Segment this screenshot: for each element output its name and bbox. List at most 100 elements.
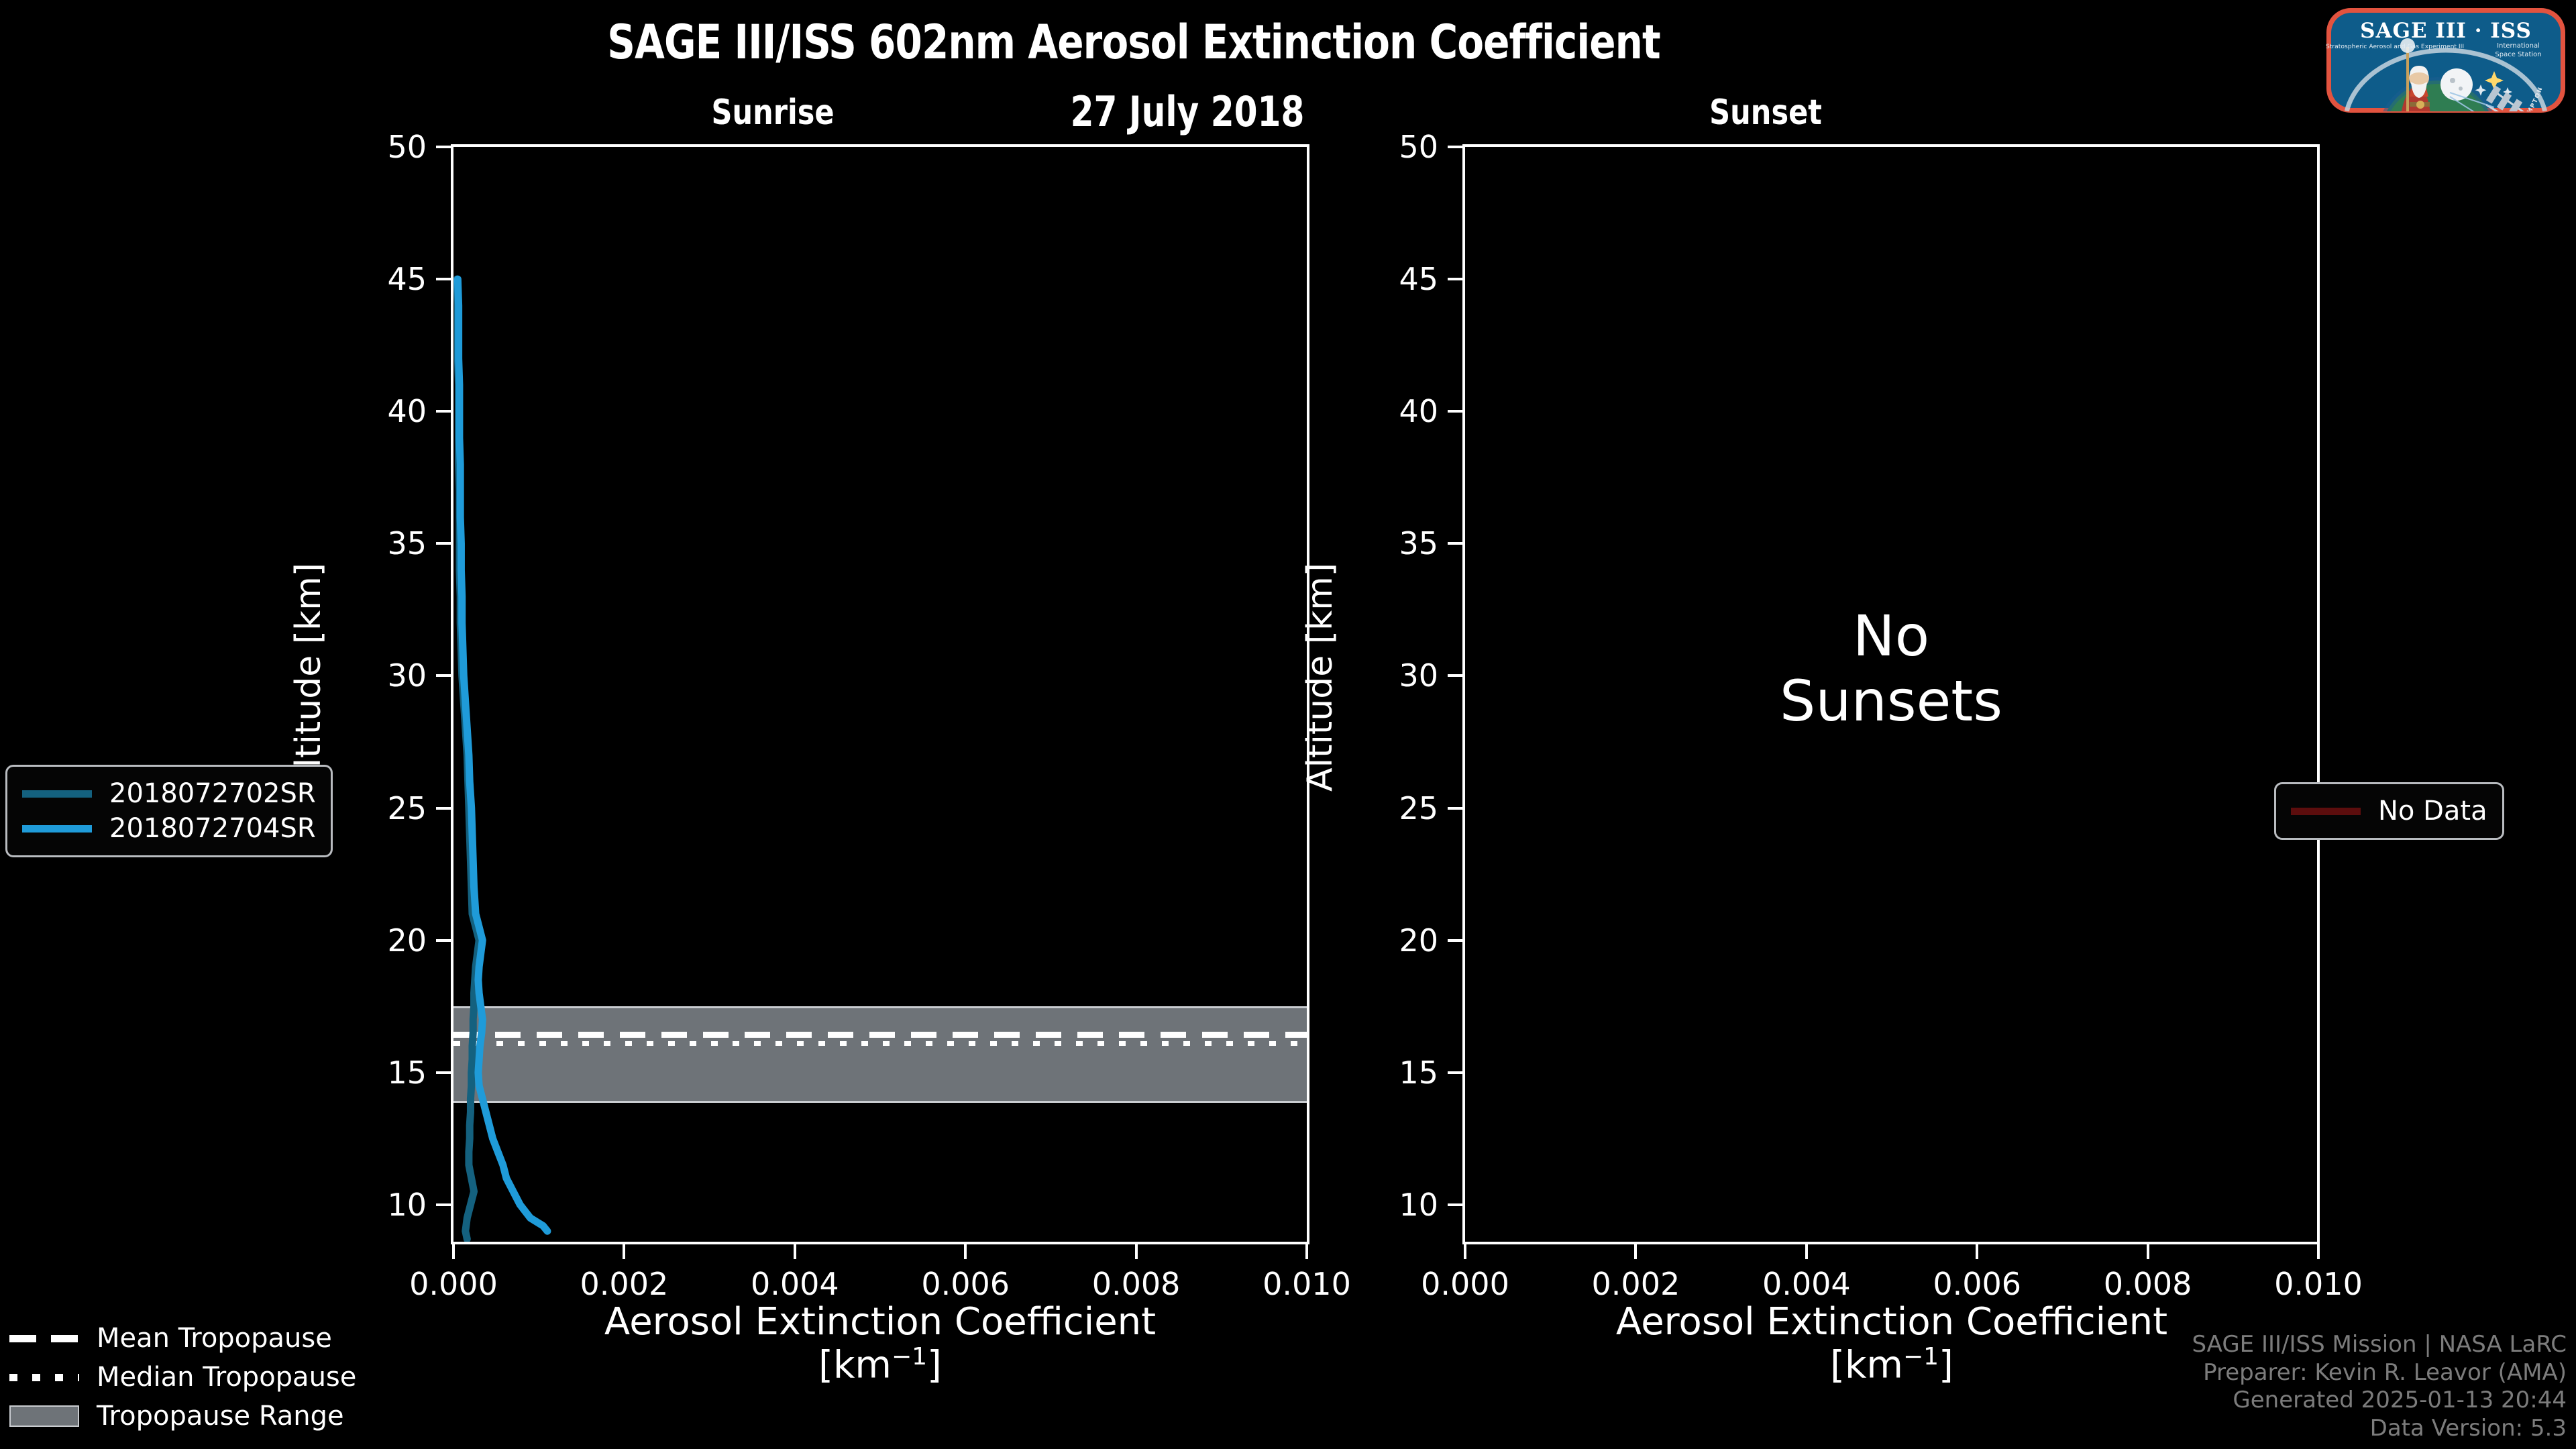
panel-caption-sunrise: Sunrise (711, 93, 835, 133)
sunrise-yaxis-title: Altitude [km] (288, 562, 329, 792)
series-legend[interactable]: 2018072702SR 2018072704SR (5, 765, 333, 857)
sunrise-xaxis-title-text: Aerosol Extinction Coefficient (604, 1300, 1157, 1344)
x-tick (1464, 1242, 1466, 1259)
x-tick-label: 0.006 (921, 1266, 1010, 1302)
y-tick-label: 45 (387, 261, 427, 298)
sunset-yaxis-title: Altitude [km] (1300, 562, 1340, 792)
no-sunsets-message: No Sunsets (1462, 604, 2320, 733)
tropopause-legend-item: Median Tropopause (9, 1358, 356, 1397)
x-tick (452, 1242, 455, 1259)
logo-subtitle-right-2: Space Station (2495, 51, 2541, 58)
x-tick-label: 0.008 (1091, 1266, 1181, 1302)
median-tropopause-line (453, 1041, 1307, 1046)
y-tick-label: 20 (1399, 922, 1438, 959)
y-tick-label: 35 (387, 525, 427, 562)
no-data-legend[interactable]: No Data (2274, 782, 2504, 840)
y-tick-label: 45 (1399, 261, 1438, 298)
profile-line-2018072704SR (453, 275, 551, 1235)
y-tick-label: 25 (1399, 790, 1438, 826)
sunrise-xaxis-units: [km−1] (818, 1342, 942, 1387)
sunset-plot-panel: 10 15 20 25 30 35 40 45 50 0.000 0.002 0.004 0.006 0.… (1399, 129, 2362, 1302)
y-tick (436, 542, 453, 545)
y-tick-label: 35 (1399, 525, 1438, 562)
y-tick (1448, 938, 1465, 942)
series-legend-item[interactable]: 2018072704SR (22, 811, 316, 846)
x-tick (2146, 1242, 2149, 1259)
x-tick-label: 0.002 (580, 1266, 669, 1302)
legend-color-swatch (22, 824, 92, 833)
y-tick-label: 15 (387, 1054, 427, 1091)
y-tick (436, 938, 453, 942)
x-tick-label: 0.000 (409, 1266, 498, 1302)
y-tick (1448, 806, 1465, 810)
y-tick-label: 50 (387, 129, 427, 165)
no-sunsets-line2: Sunsets (1780, 667, 2002, 734)
legend-label: Mean Tropopause (97, 1323, 332, 1354)
panel-caption-sunset: Sunset (1709, 93, 1822, 133)
legend-dashed-swatch (9, 1334, 79, 1342)
y-tick-label: 15 (1399, 1054, 1438, 1091)
y-tick (1448, 278, 1465, 281)
legend-color-swatch (2291, 807, 2361, 815)
attribution-data-version: Data Version: 5.3 (2369, 1414, 2567, 1442)
y-tick-label: 40 (1399, 393, 1438, 430)
tropopause-legend-item: Tropopause Range (9, 1397, 356, 1436)
sage-iii-iss-logo: NASA · LANGLEY RESEARCH CENTER · HAMPTON… (2325, 7, 2567, 114)
logo-subtitle-left: Stratospheric Aerosol and Gas Experiment… (2326, 43, 2464, 50)
legend-band-swatch (9, 1405, 79, 1427)
y-tick-label: 30 (387, 657, 427, 694)
attribution-generated: Generated 2025-01-13 20:44 (2233, 1387, 2567, 1414)
x-tick (1634, 1242, 1638, 1259)
y-tick (436, 146, 453, 148)
y-tick (436, 410, 453, 413)
y-tick-label: 30 (1399, 657, 1438, 694)
legend-label: 2018072702SR (109, 778, 316, 809)
page-subtitle-date: 27 July 2018 (1070, 87, 1305, 136)
x-tick (1805, 1242, 1808, 1259)
sunset-xaxis-title-text: Aerosol Extinction Coefficient (1615, 1300, 2168, 1344)
legend-dotted-swatch (9, 1373, 79, 1381)
sunset-xaxis-units: [km−1] (1830, 1342, 1953, 1387)
legend-label: 2018072704SR (109, 813, 316, 844)
no-data-legend-item[interactable]: No Data (2291, 794, 2487, 828)
x-tick-label: 0.010 (1263, 1266, 1351, 1302)
x-tick (1134, 1242, 1138, 1259)
x-tick-label: 0.008 (2103, 1266, 2192, 1302)
sunrise-plot-panel: 10 15 20 25 30 35 40 45 50 0.000 0.002 0.004 0.006 0.… (387, 129, 1350, 1302)
x-tick-label: 0.000 (1421, 1266, 1509, 1302)
y-tick (1448, 542, 1465, 545)
x-tick (793, 1242, 796, 1259)
y-tick-label: 50 (1399, 129, 1438, 165)
y-tick-label: 25 (387, 790, 427, 826)
sunset-xaxis-title: Aerosol Extinction Coefficient [km−1] (1462, 1301, 2321, 1387)
y-tick-label: 10 (387, 1186, 427, 1223)
attribution-preparer: Preparer: Kevin R. Leavor (AMA) (2203, 1358, 2567, 1386)
mean-tropopause-line (453, 1031, 1307, 1038)
sunrise-profile-curves (453, 275, 551, 1242)
series-legend-item[interactable]: 2018072702SR (22, 776, 316, 811)
y-tick (436, 806, 453, 810)
y-tick (436, 674, 453, 678)
x-tick-label: 0.004 (750, 1266, 839, 1302)
logo-subtitle-right-1: International (2497, 42, 2540, 50)
y-tick (436, 278, 453, 281)
tropopause-legend: Mean Tropopause Median Tropopause Tropopau… (9, 1319, 356, 1436)
y-tick (1448, 146, 1465, 148)
logo-title: SAGE III · ISS (2360, 19, 2532, 43)
y-tick-label: 10 (1399, 1186, 1438, 1223)
attribution-mission: SAGE III/ISS Mission | NASA LaRC (2192, 1331, 2567, 1358)
legend-label: Tropopause Range (97, 1401, 344, 1432)
x-tick (623, 1242, 626, 1259)
tropopause-legend-item: Mean Tropopause (9, 1319, 356, 1358)
y-tick (1448, 1203, 1465, 1206)
attribution-block: SAGE III/ISS Mission | NASA LaRC Prepare… (2192, 1331, 2567, 1442)
x-tick-label: 0.004 (1762, 1266, 1851, 1302)
sunrise-xaxis-title: Aerosol Extinction Coefficient [km−1] (451, 1301, 1309, 1387)
x-tick-label: 0.010 (2274, 1266, 2363, 1302)
legend-label: Median Tropopause (97, 1362, 357, 1393)
y-tick (436, 1203, 453, 1206)
x-tick (1305, 1242, 1308, 1259)
x-tick (964, 1242, 967, 1259)
y-tick-label: 20 (387, 922, 427, 959)
legend-color-swatch (22, 790, 92, 798)
